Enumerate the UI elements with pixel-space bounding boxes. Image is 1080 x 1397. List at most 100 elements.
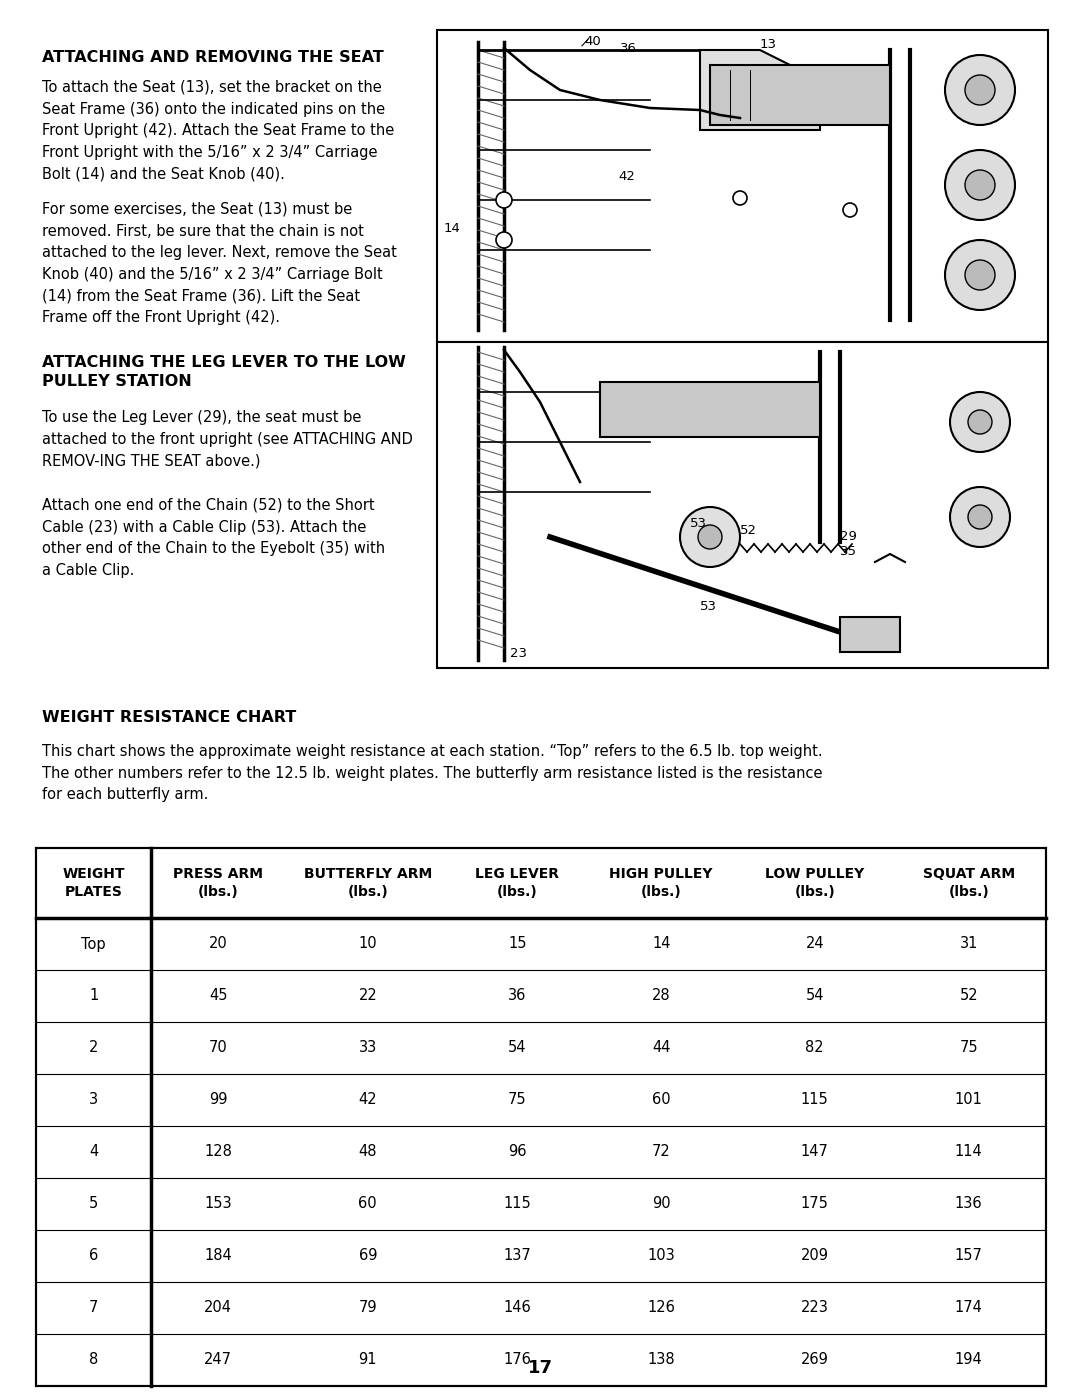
Text: PRESS ARM
(lbs.): PRESS ARM (lbs.) [173,868,264,898]
Text: 53: 53 [690,517,707,529]
Text: WEIGHT
PLATES: WEIGHT PLATES [63,868,125,898]
Text: 45: 45 [210,989,228,1003]
Circle shape [966,260,995,291]
Text: 60: 60 [652,1092,671,1108]
Text: 115: 115 [801,1092,828,1108]
Text: 146: 146 [503,1301,531,1316]
Text: 126: 126 [647,1301,675,1316]
Text: Attach one end of the Chain (52) to the Short
Cable (23) with a Cable Clip (53).: Attach one end of the Chain (52) to the … [42,497,386,578]
Text: 14: 14 [652,936,671,951]
Text: WEIGHT RESISTANCE CHART: WEIGHT RESISTANCE CHART [42,710,296,725]
Text: 147: 147 [800,1144,828,1160]
Text: SQUAT ARM
(lbs.): SQUAT ARM (lbs.) [922,868,1015,898]
Text: 20: 20 [208,936,228,951]
Text: 52: 52 [740,524,757,536]
Text: 6: 6 [89,1249,98,1263]
Text: 69: 69 [359,1249,377,1263]
Text: 48: 48 [359,1144,377,1160]
Text: 75: 75 [959,1041,978,1056]
Text: 10: 10 [359,936,377,951]
Text: 176: 176 [503,1352,531,1368]
Text: 91: 91 [359,1352,377,1368]
Text: This chart shows the approximate weight resistance at each station. “Top” refers: This chart shows the approximate weight … [42,745,823,802]
Text: 114: 114 [955,1144,983,1160]
Circle shape [966,170,995,200]
Text: 137: 137 [503,1249,531,1263]
Bar [437,29,1048,342]
Circle shape [945,149,1015,219]
Text: 15: 15 [508,936,527,951]
Text: 269: 269 [800,1352,828,1368]
Circle shape [496,232,512,249]
Text: 115: 115 [503,1196,531,1211]
Text: 174: 174 [955,1301,983,1316]
Polygon shape [600,381,820,437]
Circle shape [496,191,512,208]
Circle shape [950,393,1010,453]
Text: 82: 82 [806,1041,824,1056]
Text: 42: 42 [618,170,635,183]
Polygon shape [700,50,820,130]
Polygon shape [710,66,890,124]
Text: 5: 5 [89,1196,98,1211]
Text: 4: 4 [89,1144,98,1160]
Circle shape [950,488,1010,548]
Text: HIGH PULLEY
(lbs.): HIGH PULLEY (lbs.) [609,868,713,898]
Text: ATTACHING THE LEG LEVER TO THE LOW
PULLEY STATION: ATTACHING THE LEG LEVER TO THE LOW PULLE… [42,355,406,388]
Text: 54: 54 [508,1041,527,1056]
Text: 36: 36 [620,42,637,54]
Text: 184: 184 [204,1249,232,1263]
Circle shape [843,203,858,217]
Text: 96: 96 [508,1144,527,1160]
Circle shape [966,75,995,105]
Text: 31: 31 [959,936,977,951]
Circle shape [698,525,723,549]
Text: 1: 1 [89,989,98,1003]
Text: 54: 54 [806,989,824,1003]
Text: 209: 209 [800,1249,828,1263]
Text: 36: 36 [508,989,526,1003]
Text: 7: 7 [89,1301,98,1316]
Text: 99: 99 [210,1092,228,1108]
Text: 8: 8 [89,1352,98,1368]
Text: 14: 14 [444,222,461,235]
Text: 44: 44 [652,1041,671,1056]
Text: 79: 79 [359,1301,377,1316]
Text: 29: 29 [840,529,856,543]
Text: 2: 2 [89,1041,98,1056]
Text: 153: 153 [204,1196,232,1211]
Text: 194: 194 [955,1352,983,1368]
Polygon shape [840,617,900,652]
Text: 17: 17 [527,1359,553,1377]
Text: 175: 175 [800,1196,828,1211]
Text: 40: 40 [584,35,600,47]
Text: LOW PULLEY
(lbs.): LOW PULLEY (lbs.) [765,868,864,898]
Circle shape [968,409,993,434]
Text: To use the Leg Lever (29), the seat must be
attached to the front upright (see A: To use the Leg Lever (29), the seat must… [42,409,413,468]
Text: BUTTERFLY ARM
(lbs.): BUTTERFLY ARM (lbs.) [303,868,432,898]
Text: 22: 22 [359,989,377,1003]
Text: 138: 138 [647,1352,675,1368]
Text: 70: 70 [208,1041,228,1056]
Text: 35: 35 [840,545,858,557]
Text: 52: 52 [959,989,978,1003]
Text: 75: 75 [508,1092,527,1108]
Text: 23: 23 [510,647,527,659]
Text: 24: 24 [806,936,824,951]
Text: 128: 128 [204,1144,232,1160]
Bar [437,342,1048,668]
Text: 247: 247 [204,1352,232,1368]
Circle shape [945,240,1015,310]
Text: 13: 13 [760,38,777,52]
Text: For some exercises, the Seat (13) must be
removed. First, be sure that the chain: For some exercises, the Seat (13) must b… [42,203,396,326]
Text: 90: 90 [652,1196,671,1211]
Text: 136: 136 [955,1196,983,1211]
Text: 103: 103 [647,1249,675,1263]
Text: 101: 101 [955,1092,983,1108]
Text: 223: 223 [800,1301,828,1316]
Text: 53: 53 [700,599,717,613]
Bar [36,848,1047,1386]
Text: ATTACHING AND REMOVING THE SEAT: ATTACHING AND REMOVING THE SEAT [42,50,383,66]
Text: 204: 204 [204,1301,232,1316]
Text: 42: 42 [359,1092,377,1108]
